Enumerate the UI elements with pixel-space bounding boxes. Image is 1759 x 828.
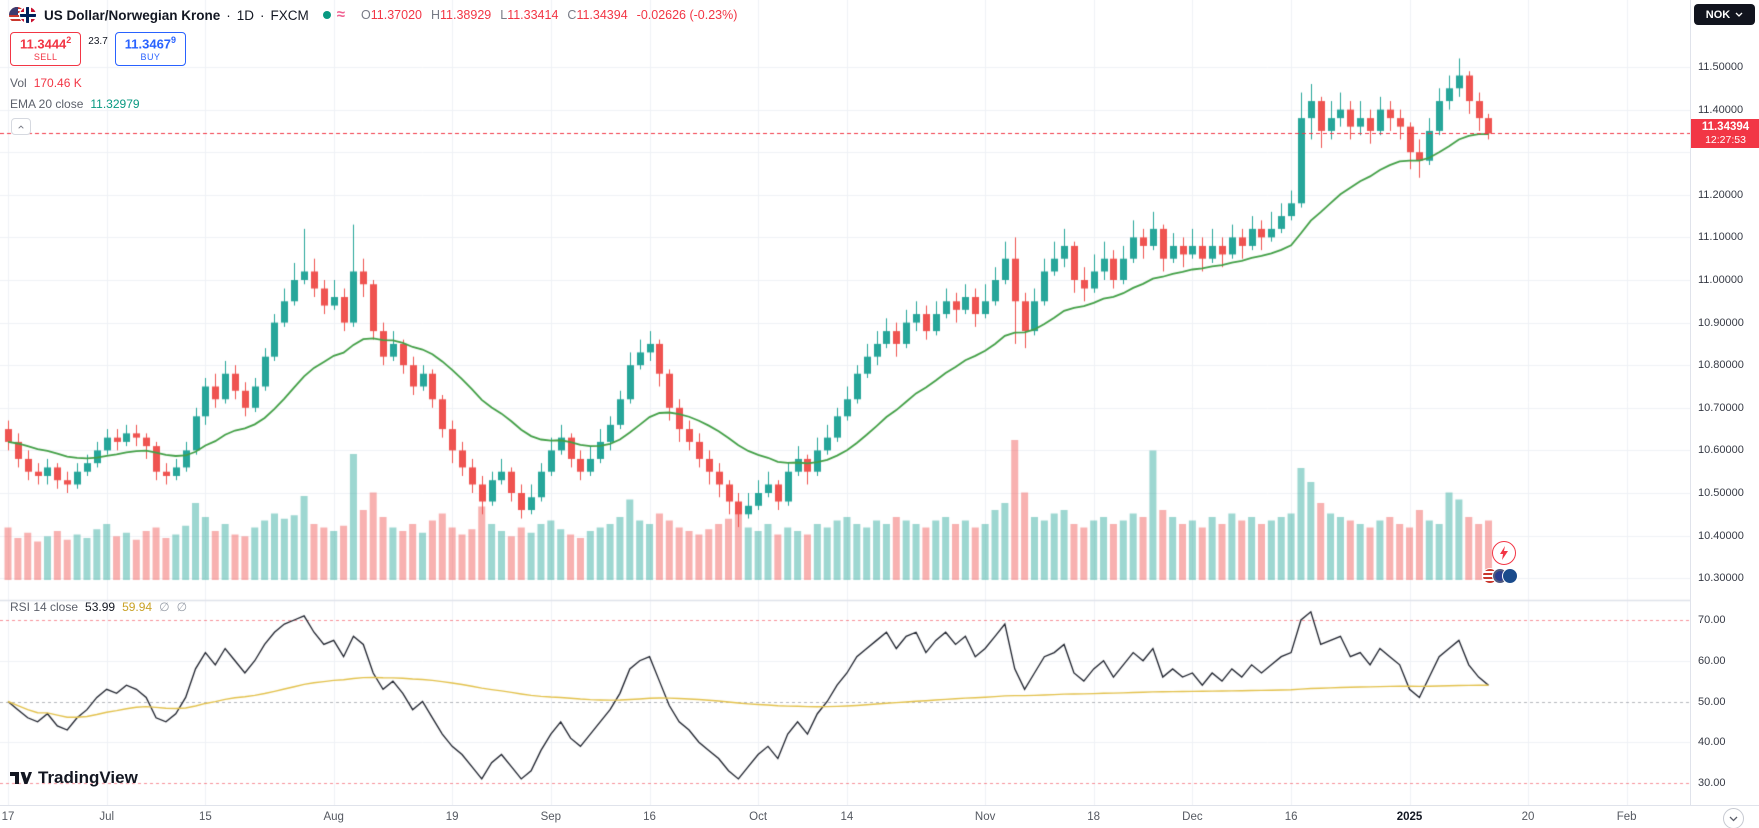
time-tick-label: 17 [1, 811, 15, 823]
close-label: C [567, 8, 577, 22]
eu-mini-flag-icon [1502, 568, 1518, 584]
exchange-label[interactable]: FXCM [270, 7, 309, 23]
rsi-tick-label: 50.00 [1698, 695, 1726, 708]
currency-label: NOK [1705, 8, 1731, 21]
buy-label: BUY [140, 52, 161, 63]
flags-icon[interactable] [1482, 568, 1518, 584]
rsi-tick-label: 60.00 [1698, 654, 1726, 667]
price-tick-label: 10.80000 [1698, 359, 1744, 372]
bar-countdown: 12:27:53 [1705, 134, 1746, 147]
market-open-icon [322, 11, 331, 19]
scroll-to-realtime-button[interactable] [1723, 808, 1744, 828]
time-tick-label: Aug [323, 811, 344, 823]
title-separator: · [260, 7, 265, 23]
rsi-legend: RSI 14 close 53.99 59.94 ∅ ∅ [10, 600, 187, 614]
tradingview-watermark[interactable]: TradingView [10, 768, 138, 788]
ema-legend: EMA 20 close 11.32979 [10, 97, 140, 111]
symbol-title[interactable]: US Dollar/Norwegian Krone [44, 7, 221, 23]
time-tick-label: 2025 [1396, 811, 1423, 823]
sell-price: 11.3444 [20, 36, 67, 52]
buy-price: 11.3467 [124, 36, 172, 52]
rsi-label: RSI 14 close [10, 600, 79, 614]
rsi-value: 53.99 [85, 600, 116, 614]
price-tick-label: 11.10000 [1698, 231, 1744, 244]
time-tick-label: 16 [643, 811, 656, 823]
time-tick-label: Oct [749, 811, 768, 823]
collapse-legend-button[interactable] [11, 118, 31, 135]
price-tick-label: 10.50000 [1698, 487, 1744, 499]
last-price-badge: 11.34394 12:27:53 [1691, 119, 1759, 149]
rsi-tick-label: 70.00 [1698, 614, 1726, 626]
time-tick-label: Jul [99, 811, 115, 823]
time-tick-label: 15 [198, 811, 212, 823]
rsi-empty-icon: ∅ [159, 600, 170, 614]
time-tick-label: 19 [445, 811, 459, 823]
chevron-down-icon [1729, 816, 1738, 821]
open-label: O [361, 8, 371, 22]
price-tick-label: 11.50000 [1698, 61, 1744, 73]
low-value: 11.33414 [507, 8, 559, 22]
chevron-down-icon [1735, 12, 1743, 17]
price-tick-label: 10.90000 [1698, 316, 1744, 329]
last-price-value: 11.34394 [1701, 121, 1750, 134]
time-tick-label: Nov [974, 811, 996, 823]
low-label: L [500, 8, 508, 22]
currency-button[interactable]: NOK [1694, 4, 1755, 25]
title-separator: · [226, 7, 231, 23]
buy-button[interactable]: 11.34679 BUY [114, 32, 187, 66]
price-tick-label: 11.20000 [1698, 188, 1744, 201]
time-tick-label: 20 [1521, 811, 1535, 823]
sell-label: SELL [33, 52, 58, 63]
high-label: H [430, 8, 441, 22]
trade-panel: 11.34442 SELL 23.7 11.34679 BUY [10, 32, 187, 66]
watermark-text: TradingView [38, 768, 138, 787]
tradingview-logo-icon [10, 772, 32, 784]
price-tick-label: 10.30000 [1698, 572, 1744, 585]
close-value: 11.34394 [576, 8, 628, 22]
price-tick-label: 10.60000 [1698, 444, 1744, 457]
squiggle-icon[interactable]: ≈ [336, 6, 346, 23]
volume-legend: Vol 170.46 K [10, 76, 82, 90]
time-tick-label: 14 [840, 811, 854, 823]
price-axis[interactable]: NOK 11.50000 11.40000 11.20000 11.10000 11.0… [1690, 0, 1759, 805]
symbol-header: US Dollar/Norwegian Krone · 1D · FXCM ≈ … [8, 6, 737, 24]
rsi-empty-icon: ∅ [176, 600, 188, 614]
norway-flag-icon [19, 6, 37, 24]
time-tick-label: Dec [1182, 811, 1203, 823]
lightning-icon[interactable] [1492, 541, 1516, 565]
spread-value: 23.7 [88, 36, 108, 47]
volume-value: 170.46 K [33, 76, 82, 90]
time-tick-label: 16 [1284, 811, 1298, 823]
price-tick-label: 11.40000 [1698, 103, 1744, 116]
timeframe-label[interactable]: 1D [236, 7, 255, 23]
sell-button[interactable]: 11.34442 SELL [10, 32, 82, 66]
buy-price-sup: 9 [171, 35, 177, 45]
time-tick-label: 18 [1087, 811, 1101, 823]
ohlc-values: O11.37020 H11.38929 L11.33414 C11.34394 … [361, 8, 737, 22]
price-tick-label: 10.70000 [1698, 401, 1744, 414]
volume-label: Vol [10, 76, 27, 90]
time-axis[interactable]: 17 Jul 15 Aug 19 Sep 16 Oct 14 Nov 18 Dec 16 2025 20 Fe… [0, 805, 1759, 828]
pair-logo [8, 6, 38, 24]
ema-label: EMA 20 close [10, 97, 84, 111]
rsi-tick-label: 30.00 [1698, 777, 1726, 789]
high-value: 11.38929 [440, 8, 492, 22]
rsi-ma-value: 59.94 [122, 600, 153, 614]
chevron-up-icon [18, 124, 24, 129]
price-tick-label: 10.40000 [1698, 529, 1744, 542]
rsi-tick-label: 40.00 [1698, 736, 1726, 749]
time-tick-label: Feb [1616, 811, 1637, 823]
open-value: 11.37020 [370, 8, 422, 22]
change-value: -0.02626 (-0.23%) [636, 8, 738, 22]
time-tick-label: Sep [540, 811, 562, 823]
ema-value: 11.32979 [90, 97, 140, 111]
sell-price-sup: 2 [66, 35, 72, 45]
price-tick-label: 11.00000 [1698, 274, 1744, 286]
